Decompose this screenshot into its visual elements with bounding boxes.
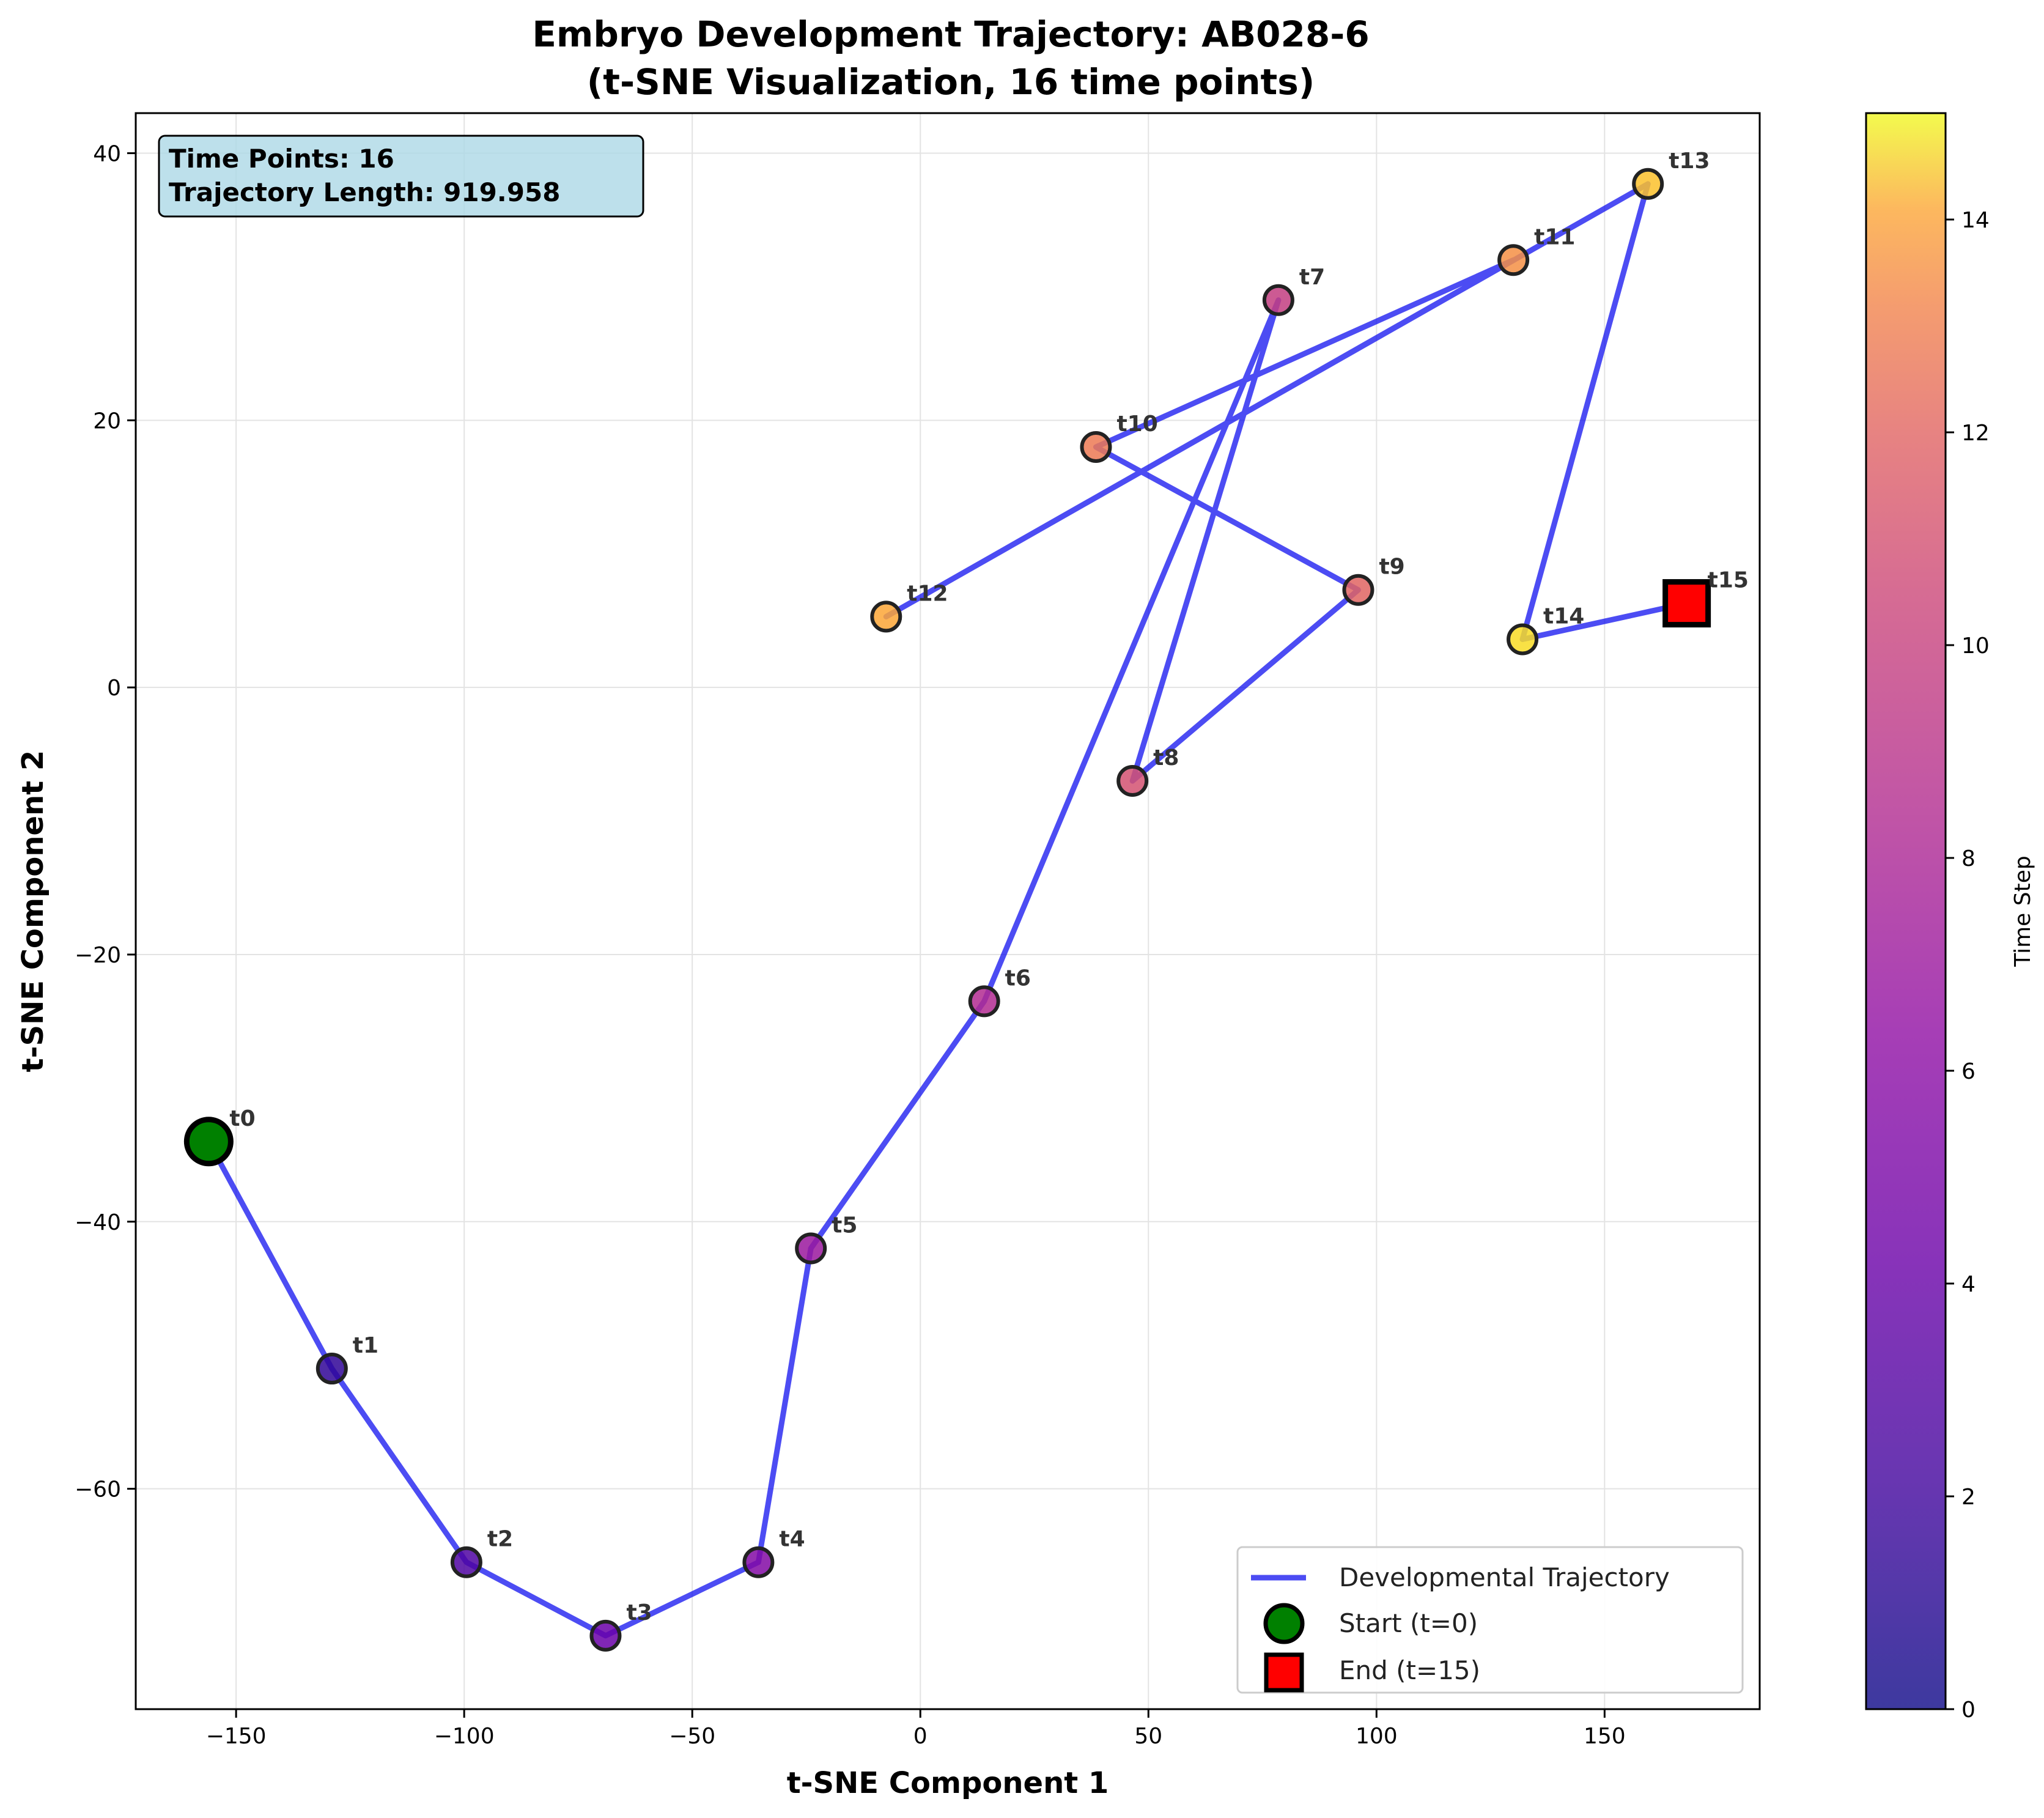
plot-background: [136, 113, 1760, 1709]
y-tick-label: −40: [75, 1210, 121, 1235]
time-point-t2: t2: [450, 1527, 513, 1578]
point-label: t9: [1379, 555, 1404, 580]
x-tick-label: 0: [913, 1724, 928, 1749]
time-point-t9: t9: [1342, 555, 1405, 606]
trajectory-line: [205, 181, 1690, 1639]
info-trajectory-length: Trajectory Length: 919.958: [169, 177, 560, 207]
colorbar-tick-label: 8: [1961, 846, 1976, 871]
legend-end-label: End (t=15): [1339, 1655, 1480, 1685]
point-label: t7: [1299, 265, 1325, 290]
point-label: t1: [353, 1333, 378, 1358]
point-label: t10: [1116, 412, 1157, 437]
x-tick-label: 50: [1134, 1724, 1162, 1749]
time-point-t12: t12: [870, 581, 948, 633]
point-label: t3: [626, 1600, 652, 1625]
colorbar: 0 2 4 6 8 10 12 14 Time Step: [1865, 112, 2035, 1723]
point-marker: [870, 600, 902, 633]
colorbar-ticks: 0 2 4 6 8 10 12 14: [1946, 208, 1990, 1723]
chart-title: Embryo Development Trajectory: AB028-6: [532, 13, 1369, 55]
point-label: t0: [229, 1106, 255, 1131]
y-tick-label: 0: [107, 676, 121, 701]
x-tick-label: −50: [669, 1724, 715, 1749]
end-marker: [1662, 579, 1711, 628]
point-marker: [1342, 574, 1374, 606]
colorbar-tick-label: 6: [1961, 1059, 1976, 1084]
x-axis-label: t-SNE Component 1: [787, 1766, 1109, 1800]
colorbar-label: Time Step: [2010, 855, 2035, 967]
point-label: t12: [907, 581, 948, 606]
time-point-t10: t10: [1080, 412, 1158, 464]
time-point-t6: t6: [968, 966, 1031, 1018]
point-label: t14: [1543, 604, 1584, 629]
legend-start-swatch: [1263, 1603, 1305, 1644]
point-marker: [1080, 431, 1112, 464]
x-tick-label: −150: [206, 1724, 267, 1749]
point-label: t8: [1153, 745, 1179, 770]
time-point-t5: t5: [795, 1213, 857, 1265]
info-time-points: Time Points: 16: [169, 144, 394, 174]
time-point-t8: t8: [1116, 745, 1179, 797]
x-tick-label: 150: [1584, 1724, 1626, 1749]
y-axis-label: t-SNE Component 2: [16, 750, 50, 1073]
point-marker: [315, 1353, 348, 1385]
point-marker: [1116, 765, 1149, 797]
point-marker: [1262, 284, 1294, 316]
time-point-t0: t0: [183, 1106, 256, 1167]
point-label: t5: [832, 1213, 857, 1238]
x-tick-label: 100: [1356, 1724, 1398, 1749]
point-label: t4: [779, 1527, 805, 1552]
colorbar-tick-label: 10: [1961, 634, 1990, 659]
point-marker: [795, 1232, 827, 1265]
point-label: t6: [1005, 966, 1031, 991]
colorbar-tick-label: 12: [1961, 421, 1990, 446]
legend-start-label: Start (t=0): [1339, 1608, 1478, 1638]
time-point-t15: t15: [1662, 568, 1749, 628]
time-point-t7: t7: [1262, 265, 1325, 316]
plot-frame: [135, 112, 1761, 1710]
colorbar-tick-label: 4: [1961, 1272, 1976, 1297]
point-label: t2: [487, 1527, 513, 1552]
y-tick-label: 20: [93, 408, 121, 434]
point-marker: [450, 1546, 482, 1578]
time-point-t13: t13: [1632, 149, 1710, 200]
time-point-t11: t11: [1497, 224, 1575, 276]
point-marker: [1632, 168, 1664, 200]
y-tick-label: −60: [75, 1477, 121, 1502]
info-box: Time Points: 16 Trajectory Length: 919.9…: [158, 135, 644, 218]
colorbar-tick-label: 14: [1961, 208, 1990, 233]
point-label: t11: [1534, 224, 1575, 249]
colorbar-tick-label: 2: [1961, 1485, 1976, 1510]
legend: Developmental Trajectory Start (t=0) End…: [1236, 1546, 1744, 1694]
point-marker: [1507, 623, 1539, 656]
y-tick-label: 40: [93, 142, 121, 167]
plot-area: t0 t1 t2 t3 t4 t5 t6 t7 t8 t9 t10 t11 t12 t13 t14 t15 −…: [75, 112, 1761, 1749]
time-points: t0 t1 t2 t3 t4 t5 t6 t7 t8 t9 t10 t11 t12 t13 t14 t15: [183, 149, 1749, 1652]
colorbar-tick-label: 0: [1961, 1698, 1976, 1723]
y-tick-label: −20: [75, 943, 121, 968]
axis-ticks: −150 −100 −50 0 50 100 150 −60 −40 −20 0 20 40: [75, 142, 1626, 1749]
time-point-t4: t4: [742, 1527, 805, 1578]
grid: [136, 113, 1760, 1709]
trajectory: [205, 181, 1690, 1639]
colorbar-gradient: [1866, 113, 1946, 1709]
time-point-t1: t1: [315, 1333, 378, 1385]
point-marker: [968, 985, 1000, 1018]
point-marker: [742, 1546, 775, 1578]
colorbar-frame: [1865, 112, 1947, 1710]
time-point-t3: t3: [589, 1600, 652, 1652]
time-point-t14: t14: [1507, 604, 1584, 656]
point-marker: [589, 1619, 622, 1652]
legend-trajectory-label: Developmental Trajectory: [1339, 1562, 1670, 1592]
point-label: t15: [1708, 568, 1749, 593]
start-marker: [183, 1117, 234, 1167]
chart-subtitle: (t-SNE Visualization, 16 time points): [587, 61, 1315, 103]
point-marker: [1497, 244, 1530, 276]
legend-end-swatch: [1264, 1652, 1304, 1693]
point-label: t13: [1669, 149, 1710, 174]
info-box-background: [158, 135, 644, 218]
legend-box: [1236, 1546, 1744, 1694]
x-tick-label: −100: [434, 1724, 495, 1749]
